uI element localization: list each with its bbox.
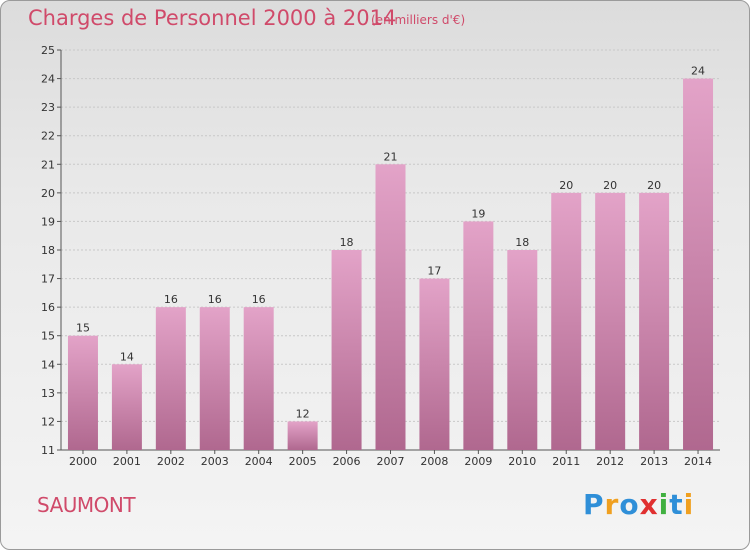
- logo-letter: x: [639, 488, 659, 521]
- x-tick-label: 2009: [464, 455, 492, 468]
- y-tick-label: 22: [41, 130, 55, 143]
- data-label: 24: [691, 65, 705, 78]
- y-tick-label: 15: [41, 330, 55, 343]
- x-tick-label: 2001: [113, 455, 141, 468]
- data-label: 12: [296, 407, 310, 420]
- data-label: 21: [384, 150, 398, 163]
- data-label: 16: [252, 293, 266, 306]
- bar: [155, 307, 186, 450]
- chart-title: Charges de Personnel 2000 à 2014: [28, 6, 397, 30]
- x-tick-label: 2008: [420, 455, 448, 468]
- x-tick-label: 2011: [552, 455, 580, 468]
- bar: [639, 192, 670, 450]
- x-tick-label: 2002: [157, 455, 185, 468]
- x-tick-label: 2003: [201, 455, 229, 468]
- data-label: 20: [603, 179, 617, 192]
- data-label: 18: [340, 236, 354, 249]
- data-label: 14: [120, 350, 134, 363]
- y-tick-label: 24: [41, 73, 55, 86]
- bar: [199, 307, 230, 450]
- y-tick-label: 17: [41, 273, 55, 286]
- x-tick-label: 2004: [245, 455, 273, 468]
- data-label: 19: [471, 207, 485, 220]
- logo-letter: o: [619, 488, 640, 521]
- bar: [375, 164, 406, 451]
- x-tick-label: 2010: [508, 455, 536, 468]
- bar: [683, 78, 714, 451]
- y-tick-label: 25: [41, 44, 55, 57]
- data-label: 20: [647, 179, 661, 192]
- bar: [419, 278, 450, 450]
- bar: [463, 221, 494, 450]
- bar: [287, 421, 318, 450]
- x-tick-label: 2005: [289, 455, 317, 468]
- bar: [67, 335, 98, 450]
- logo-letter: r: [604, 488, 620, 521]
- y-tick-label: 19: [41, 215, 55, 228]
- data-label: 16: [164, 293, 178, 306]
- labels: 11 12 13 14 15 16 17 18 19 20 21 22 23 24 25 15 2000 14 20…: [41, 44, 712, 468]
- y-tick-label: 11: [41, 444, 55, 457]
- y-tick-label: 21: [41, 158, 55, 171]
- bar: [507, 250, 538, 450]
- y-tick-label: 23: [41, 101, 55, 114]
- bar: [595, 192, 626, 450]
- data-label: 16: [208, 293, 222, 306]
- bars: [67, 78, 714, 451]
- city-name: SAUMONT: [37, 493, 136, 517]
- data-label: 20: [559, 179, 573, 192]
- y-tick-label: 13: [41, 387, 55, 400]
- bar: [243, 307, 274, 450]
- data-label: 18: [515, 236, 529, 249]
- y-tick-label: 18: [41, 244, 55, 257]
- bar: [551, 192, 582, 450]
- proxiti-logo: Proxiti: [583, 488, 694, 521]
- x-tick-label: 2013: [640, 455, 668, 468]
- y-tick-label: 20: [41, 187, 55, 200]
- y-tick-label: 12: [41, 415, 55, 428]
- x-tick-label: 2000: [69, 455, 97, 468]
- x-tick-label: 2006: [333, 455, 361, 468]
- bar: [111, 364, 142, 450]
- data-label: 15: [76, 322, 90, 335]
- bar: [331, 250, 362, 450]
- logo-letter: i: [683, 488, 695, 521]
- data-label: 17: [427, 265, 441, 278]
- chart-subtitle: (en milliers d'€): [371, 13, 466, 27]
- x-tick-label: 2014: [684, 455, 712, 468]
- y-tick-label: 14: [41, 358, 55, 371]
- logo-letter: t: [669, 488, 684, 521]
- y-tick-label: 16: [41, 301, 55, 314]
- logo-letter: P: [583, 488, 605, 521]
- x-tick-label: 2012: [596, 455, 624, 468]
- logo-letter: i: [658, 488, 670, 521]
- x-tick-label: 2007: [377, 455, 405, 468]
